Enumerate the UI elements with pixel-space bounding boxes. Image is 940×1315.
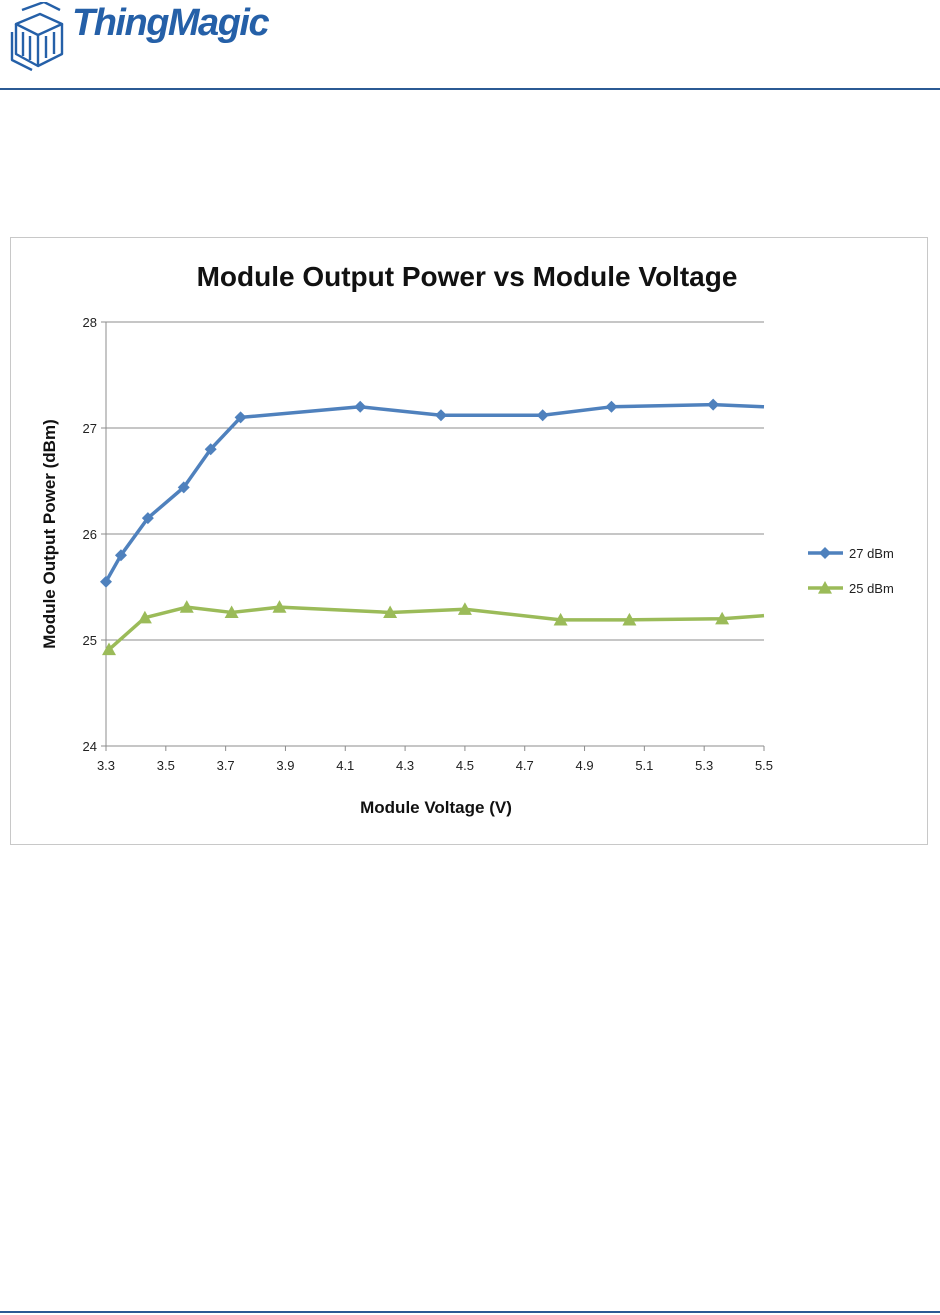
series-0-point-8 <box>536 409 549 422</box>
x-tick-label-0: 3.3 <box>97 758 115 773</box>
x-tick-label-11: 5.5 <box>755 758 773 773</box>
y-tick-label-0: 24 <box>83 739 97 754</box>
series-0-point-6 <box>354 400 367 413</box>
series-line-0 <box>104 402 765 583</box>
thingmagic-logo-icon <box>10 2 64 72</box>
footer-rule <box>0 1311 940 1313</box>
x-tick-label-9: 5.1 <box>635 758 653 773</box>
axes <box>101 321 765 751</box>
series-0-point-7 <box>434 409 447 422</box>
series-1-point-3 <box>224 605 239 619</box>
x-tick-label-2: 3.7 <box>217 758 235 773</box>
series-1-point-4 <box>272 600 287 613</box>
x-tick-label-1: 3.5 <box>157 758 175 773</box>
x-tick-label-8: 4.9 <box>576 758 594 773</box>
legend-label-1: 25 dBm <box>849 581 894 596</box>
x-axis-label: Module Voltage (V) <box>360 798 512 817</box>
page-header: ThingMagic <box>0 0 940 90</box>
series-1-point-9 <box>715 611 730 625</box>
line-chart: Module Output Power vs Module Voltage 24… <box>40 261 894 817</box>
series-0-point-1 <box>114 549 127 562</box>
x-tick-label-10: 5.3 <box>695 758 713 773</box>
series-0-point-0 <box>100 575 112 588</box>
legend-marker-0 <box>819 547 831 559</box>
x-tick-label-7: 4.7 <box>516 758 534 773</box>
tick-labels: 24 25 26 27 28 3.3 3.5 3.7 3.9 4.1 4.3 4.5 4.7 4.9 5.1… <box>83 315 774 773</box>
x-tick-label-5: 4.3 <box>396 758 414 773</box>
series-0-point-2 <box>141 512 154 525</box>
series-1-point-2 <box>179 600 194 613</box>
brand-name: ThingMagic <box>72 2 270 44</box>
series-1-point-7 <box>553 612 568 626</box>
series-1-point-0 <box>101 642 116 656</box>
legend-marker-1 <box>818 581 832 594</box>
y-tick-label-4: 28 <box>83 315 97 330</box>
series-0-point-4 <box>204 443 217 456</box>
x-tick-label-4: 4.1 <box>336 758 354 773</box>
series-1 <box>101 600 765 656</box>
series-0-point-9 <box>605 400 618 413</box>
chart-container: Module Output Power vs Module Voltage 24… <box>10 237 928 845</box>
series-1-point-8 <box>622 612 637 626</box>
header-rule <box>0 88 940 90</box>
series-lines <box>100 398 765 656</box>
series-0-point-10 <box>707 398 720 411</box>
chart-title: Module Output Power vs Module Voltage <box>197 261 738 292</box>
series-0-point-5 <box>234 411 247 424</box>
series-0 <box>100 398 765 588</box>
x-tick-label-3: 3.9 <box>276 758 294 773</box>
series-1-point-6 <box>457 602 472 615</box>
series-line-1 <box>107 605 765 651</box>
legend-label-0: 27 dBm <box>849 546 894 561</box>
series-1-point-5 <box>383 605 398 619</box>
series-0-point-3 <box>177 481 190 494</box>
y-axis-label: Module Output Power (dBm) <box>40 419 59 648</box>
series-1-point-1 <box>137 610 152 624</box>
legend: 27 dBm 25 dBm <box>808 546 894 596</box>
y-tick-label-2: 26 <box>83 527 97 542</box>
y-tick-label-1: 25 <box>83 633 97 648</box>
y-tick-label-3: 27 <box>83 421 97 436</box>
x-tick-label-6: 4.5 <box>456 758 474 773</box>
legend-item-1: 25 dBm <box>808 581 894 596</box>
grid-lines <box>106 321 764 747</box>
legend-item-0: 27 dBm <box>808 546 894 561</box>
